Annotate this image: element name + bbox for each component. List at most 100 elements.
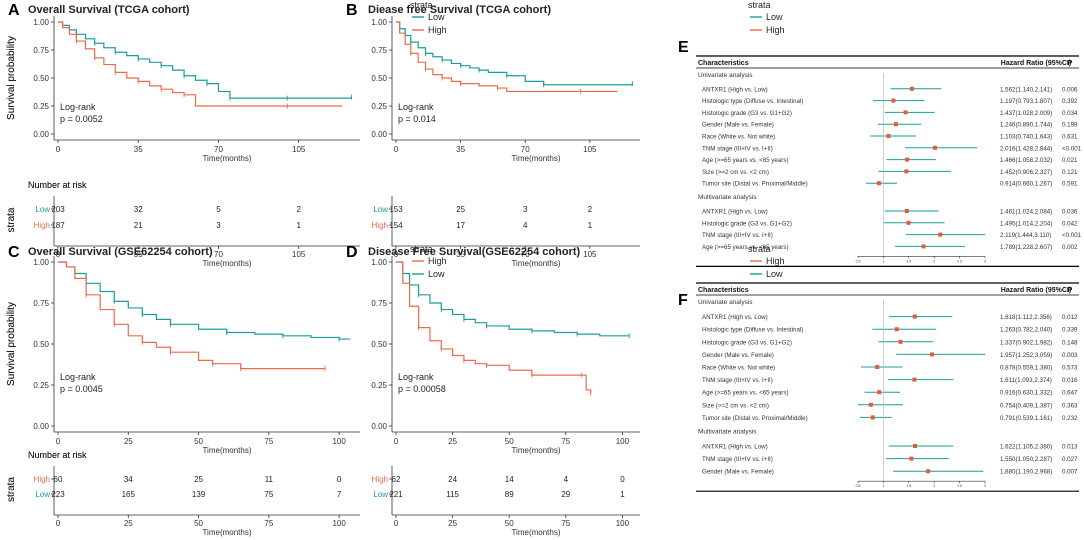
- row-p-value: 0.007: [1062, 469, 1078, 476]
- x-tick-label: 75: [264, 437, 273, 446]
- y-tick-label: 0.25: [371, 102, 387, 111]
- row-label: Tumor site (Distal vs. Proximal/Middle): [702, 181, 808, 188]
- panel-letter: D: [346, 244, 358, 261]
- x-tick-label: 25: [448, 437, 457, 446]
- row-label: Histologic grade (G3 vs. G1+G2): [702, 220, 792, 227]
- row-hr-ci: 1.461(1.024,2.084): [1000, 209, 1052, 216]
- row-label: TNM stage (III+IV vs. I+II): [702, 377, 773, 384]
- row-label: Race (White vs. Not white): [702, 365, 775, 372]
- hr-point: [877, 181, 882, 186]
- risk-x-tick-label: 25: [124, 519, 133, 528]
- y-tick-label: 1.00: [33, 18, 49, 27]
- forest-panel-e: E Characteristics Hazard Ratio (95%CI)P Uni…: [678, 39, 1082, 267]
- hr-point: [933, 145, 938, 150]
- row-p-value: 0.006: [1062, 86, 1078, 93]
- km-panel-d: D Disease Free Survival(GSE62254 cohort)0…: [6, 244, 785, 537]
- legend-label: High: [428, 25, 447, 35]
- row-p-value: 0.121: [1062, 169, 1078, 176]
- row-hr-ci: 1.622(1.105,2.380): [1000, 444, 1052, 451]
- risk-value: 32: [134, 205, 143, 214]
- y-tick-label: 0.75: [33, 299, 49, 308]
- hr-point: [926, 469, 931, 474]
- row-hr-ci: 2.016(1.428,2.844): [1000, 145, 1052, 152]
- forest-x-tick-label: 2: [933, 259, 935, 263]
- risk-strata-label: strata: [6, 207, 17, 232]
- legend-label: High: [428, 256, 447, 266]
- risk-value: 62: [392, 475, 401, 484]
- risk-value: 17: [456, 221, 465, 230]
- forest-row: Gender (Male vs. Female) 1.246(0.890,1.74…: [702, 122, 1078, 129]
- row-label: ANTXR1 (High vs. Low): [702, 86, 768, 93]
- risk-value: 25: [194, 475, 203, 484]
- section-multivariate: Multivariate analysis: [698, 428, 757, 435]
- risk-value: 223: [51, 490, 65, 499]
- risk-value: 187: [51, 221, 65, 230]
- risk-table-title: Number at risk: [28, 180, 87, 190]
- risk-row-label: Low: [35, 205, 50, 214]
- risk-x-axis-label: Time(months): [202, 259, 251, 268]
- risk-value: 0: [620, 475, 625, 484]
- risk-x-axis-label: Time(months): [511, 259, 560, 268]
- hr-point: [894, 327, 899, 332]
- risk-value: 115: [446, 490, 459, 499]
- x-tick-label: 75: [561, 437, 570, 446]
- forest-row: Age (>=65 years vs. <65 years) 1.466(1.05…: [702, 157, 1078, 164]
- legend-label: Low: [766, 269, 783, 279]
- panel-letter: A: [8, 2, 20, 19]
- hr-point: [909, 86, 914, 91]
- forest-x-tick-label: 3: [984, 484, 986, 488]
- hr-point: [891, 98, 896, 103]
- row-label: Histologic type (Diffuse vs. Intestinal): [702, 98, 803, 105]
- x-tick-label: 0: [56, 145, 61, 154]
- x-tick-label: 0: [394, 145, 399, 154]
- risk-value: 21: [134, 221, 143, 230]
- section-univariate: Univariate analysis: [698, 299, 753, 306]
- row-hr-ci: 0.878(0.559,1.380): [1000, 365, 1052, 372]
- forest-row: Histologic type (Diffuse vs. Intestinal)…: [702, 98, 1078, 105]
- risk-x-tick-label: 70: [214, 250, 223, 259]
- y-axis-label: Survival probability: [6, 36, 17, 120]
- forest-x-tick-label: 2: [933, 484, 935, 488]
- forest-row: Age (>=65 years vs. <65 years) 1.789(1.22…: [702, 244, 1078, 251]
- row-hr-ci: 1.789(1.228,2.607): [1000, 244, 1052, 251]
- logrank-label: Log-rank: [398, 372, 434, 382]
- legend-title: strata: [410, 0, 433, 10]
- hr-point: [877, 390, 882, 395]
- row-label: TNM stage (III+IV vs. I+II): [702, 232, 773, 239]
- forest-row: TNM stage (III+IV vs. I+II) 2.119(1.444,3…: [702, 232, 1082, 239]
- forest-x-tick-label: 0.5: [856, 484, 861, 488]
- risk-x-tick-label: 105: [292, 250, 306, 259]
- row-label: Race (White vs. Not white): [702, 134, 775, 141]
- risk-x-axis-label: Time(months): [511, 528, 560, 537]
- row-p-value: 0.002: [1062, 244, 1078, 251]
- panel-title: Diease free Survival (TCGA cohort): [368, 4, 551, 16]
- row-p-value: 0.036: [1062, 209, 1078, 216]
- risk-x-axis-label: Time(months): [202, 528, 251, 537]
- risk-table-title: Number at risk: [28, 180, 87, 190]
- hr-point: [875, 365, 880, 369]
- y-tick-label: 1.00: [371, 18, 387, 27]
- forest-row: Race (White vs. Not white) 1.103(0.740,1.…: [702, 134, 1078, 141]
- risk-row-label: High: [372, 221, 388, 230]
- forest-row: ANTXR1 (High vs. Low) 1.622(1.105,2.380) 0…: [702, 444, 1078, 451]
- y-tick-label: 0.50: [371, 340, 387, 349]
- row-label: ANTXR1 (High vs. Low): [702, 444, 768, 451]
- risk-table-title: Number at risk: [28, 450, 87, 460]
- risk-x-tick-label: 25: [448, 519, 457, 528]
- header-hazard-ratio: Hazard Ratio (95%CI): [1001, 60, 1071, 67]
- risk-x-tick-label: 105: [583, 250, 597, 259]
- row-label: Histologic grade (G3 vs. G1+G2): [702, 339, 792, 346]
- header-characteristics: Characteristics: [698, 287, 749, 294]
- row-hr-ci: 1.611(1.093,2.374): [1000, 377, 1052, 384]
- row-hr-ci: 1.452(0.906,2.327): [1000, 169, 1052, 176]
- forest-row: Histologic type (Diffuse vs. Intestinal)…: [702, 327, 1078, 334]
- risk-x-tick-label: 35: [456, 250, 465, 259]
- p-value: p = 0.00058: [398, 384, 446, 394]
- row-hr-ci: 1.550(1.050,2.287): [1000, 456, 1052, 463]
- panel-letter: E: [678, 39, 689, 56]
- risk-value: 0: [337, 475, 342, 484]
- hr-point: [921, 244, 926, 249]
- row-p-value: 0.013: [1062, 444, 1078, 451]
- risk-value: 3: [523, 205, 528, 214]
